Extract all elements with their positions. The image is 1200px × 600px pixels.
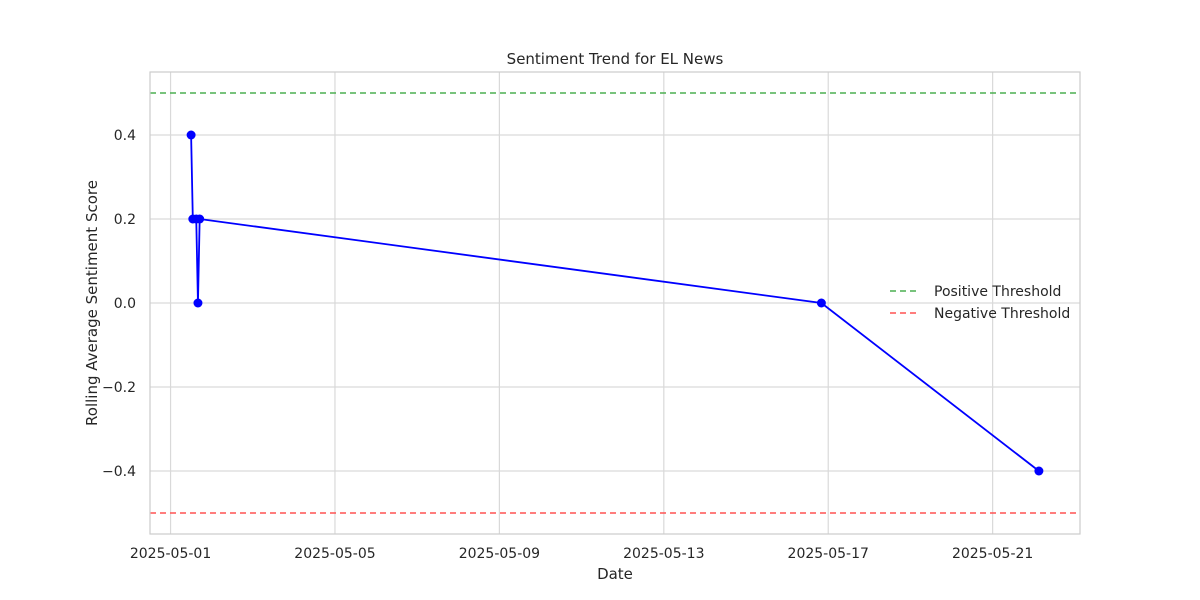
data-point xyxy=(193,298,203,308)
legend-label: Negative Threshold xyxy=(934,306,1070,322)
x-tick-label: 2025-05-13 xyxy=(623,546,704,562)
x-tick-label: 2025-05-21 xyxy=(952,546,1033,562)
legend: Positive Threshold Negative Threshold xyxy=(890,284,1070,322)
threshold-lines xyxy=(150,92,1080,514)
data-point xyxy=(195,214,205,224)
y-tick-label: −0.4 xyxy=(102,464,136,480)
y-tick-labels: 0.4 0.2 0.0 −0.2 −0.4 xyxy=(102,128,136,480)
x-tick-label: 2025-05-01 xyxy=(130,546,211,562)
y-tick-label: 0.4 xyxy=(114,128,136,144)
x-axis-label: Date xyxy=(597,565,633,583)
plot-frame xyxy=(149,71,1081,535)
series xyxy=(186,130,1044,476)
data-point xyxy=(1034,466,1044,476)
legend-label: Positive Threshold xyxy=(934,284,1061,300)
x-tick-label: 2025-05-17 xyxy=(788,546,869,562)
y-tick-label: 0.0 xyxy=(114,296,136,312)
x-tick-label: 2025-05-05 xyxy=(294,546,375,562)
data-point xyxy=(186,130,196,140)
x-tick-label: 2025-05-09 xyxy=(459,546,540,562)
data-point xyxy=(816,298,826,308)
chart-title: Sentiment Trend for EL News xyxy=(507,50,724,68)
y-axis-label: Rolling Average Sentiment Score xyxy=(83,180,101,426)
grid xyxy=(150,72,1080,534)
x-tick-labels: 2025-05-01 2025-05-05 2025-05-09 2025-05-13… xyxy=(130,546,1033,562)
y-tick-label: 0.2 xyxy=(114,212,136,228)
y-tick-label: −0.2 xyxy=(102,380,136,396)
